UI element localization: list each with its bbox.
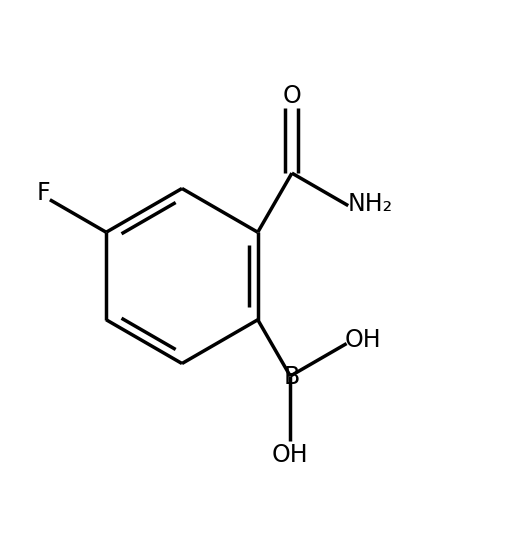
Text: OH: OH: [344, 327, 381, 352]
Text: B: B: [283, 364, 300, 389]
Text: F: F: [37, 181, 51, 205]
Text: O: O: [283, 83, 301, 108]
Text: NH₂: NH₂: [347, 192, 392, 216]
Text: OH: OH: [272, 443, 308, 466]
